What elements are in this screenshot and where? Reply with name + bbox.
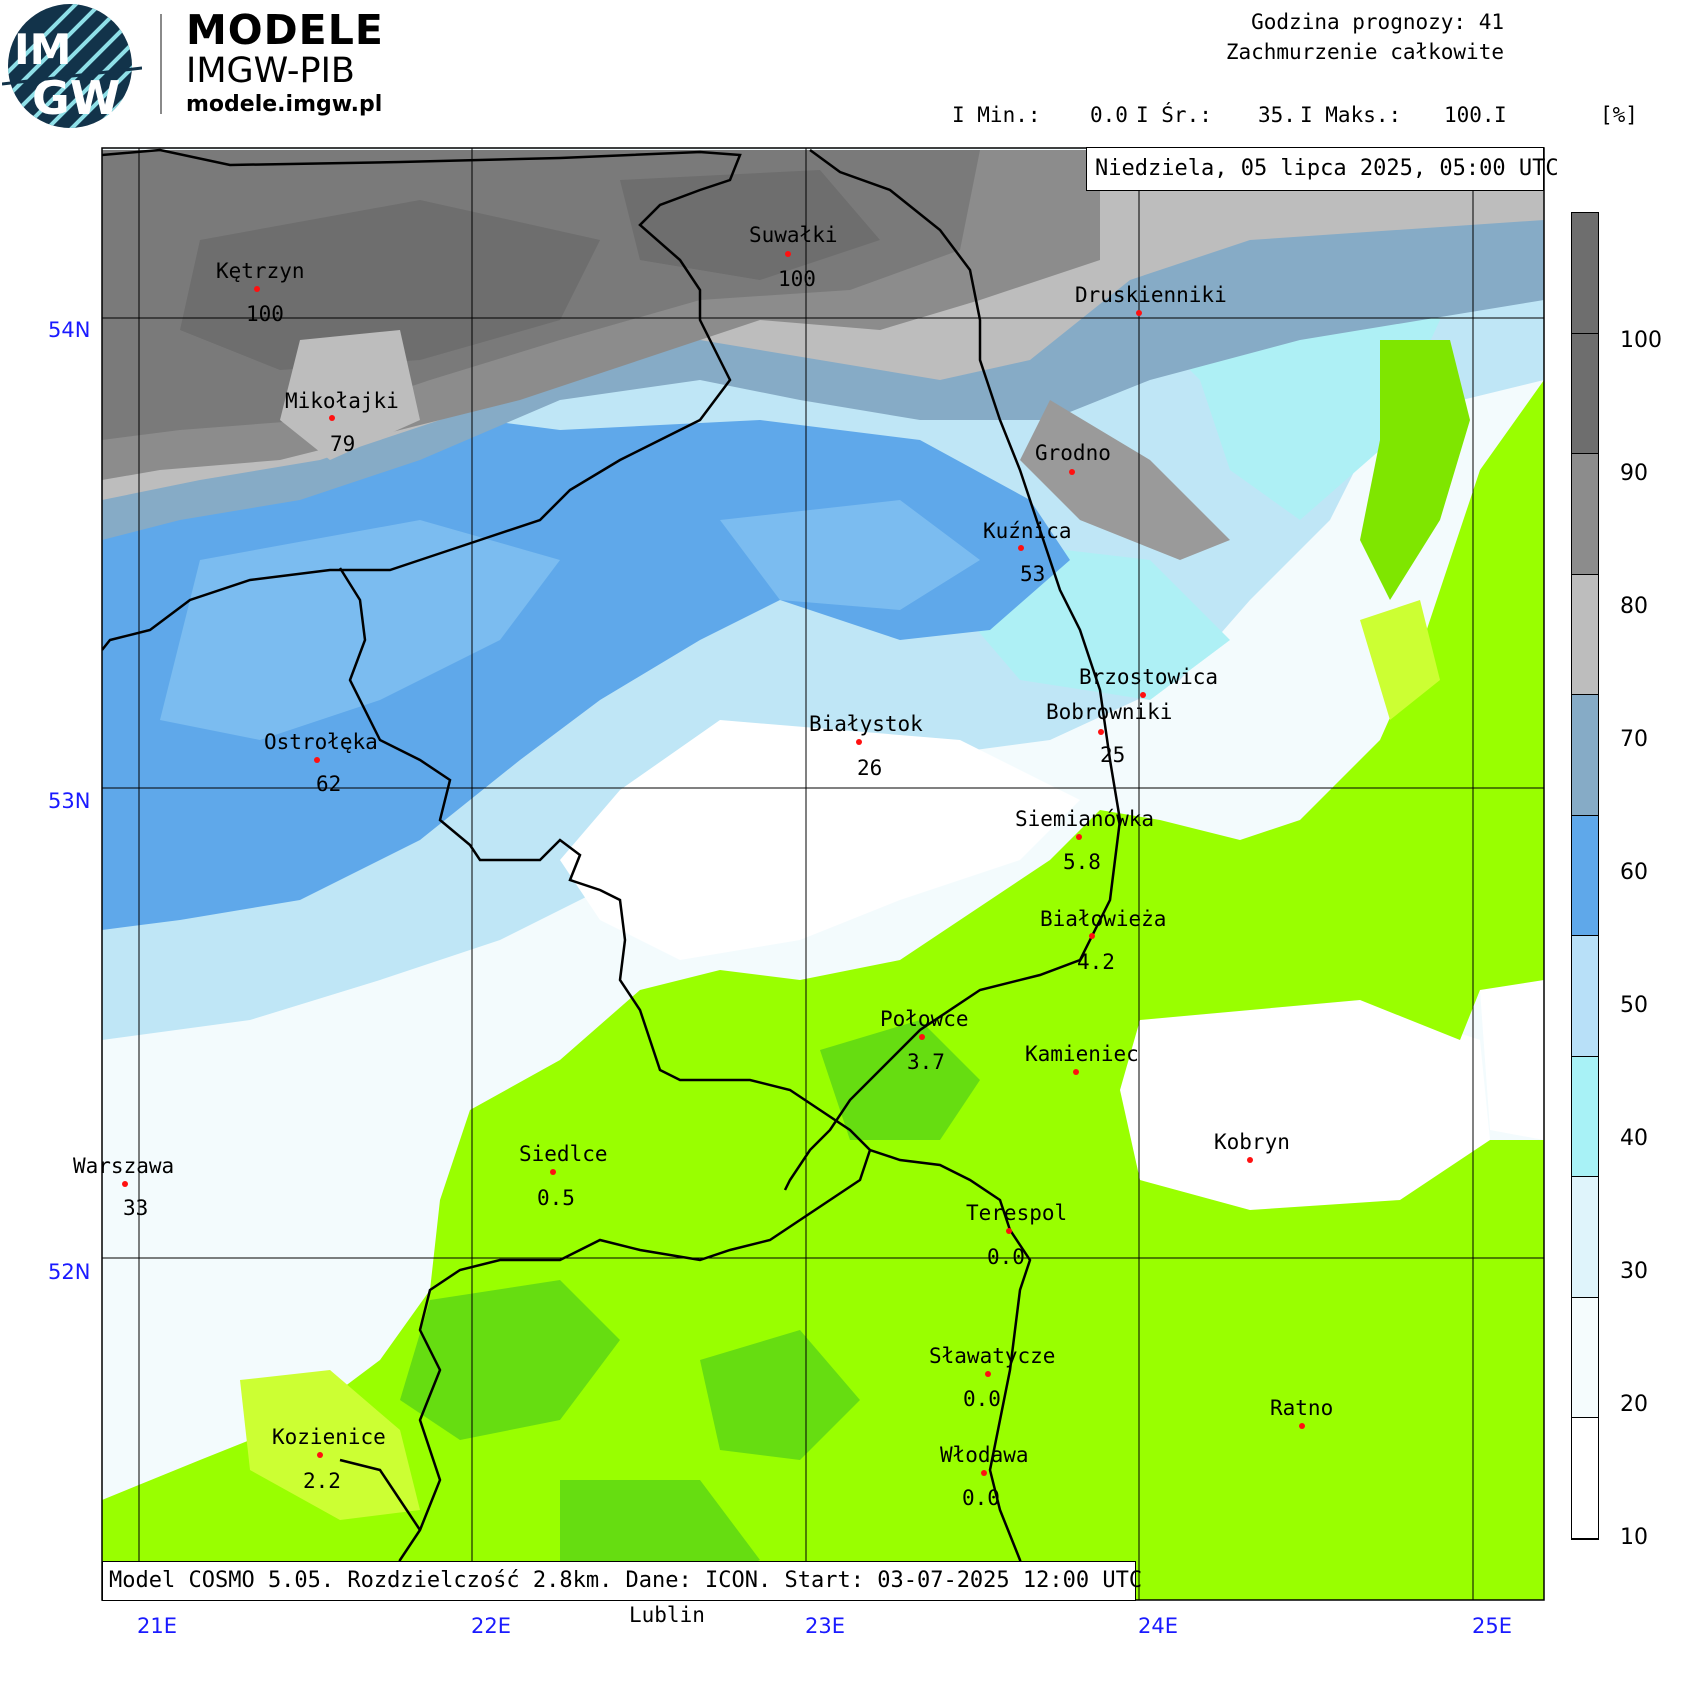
station-value: 0.0 (963, 1387, 1001, 1411)
legend-swatch (1572, 695, 1598, 816)
legend-swatch (1572, 454, 1598, 575)
graticule (102, 148, 1544, 1600)
lon-label: 24E (1138, 1614, 1178, 1638)
station-label: Mikołajki (285, 389, 399, 413)
stat-max-value: 100. (1444, 103, 1495, 127)
station-label: Terespol (966, 1201, 1068, 1225)
stat-unit: [%] (1600, 103, 1638, 127)
legend-swatch (1572, 1056, 1598, 1178)
station-label: Białowieża (1040, 907, 1167, 931)
lon-label: 21E (137, 1614, 177, 1638)
station-label: Grodno (1035, 441, 1111, 465)
station-value: 53 (1020, 562, 1046, 586)
cloud-field (102, 148, 1544, 1600)
station-value: 62 (316, 772, 342, 796)
station-label: Kozienice (272, 1425, 386, 1449)
legend-swatch (1572, 574, 1598, 696)
legend-swatch (1572, 213, 1598, 334)
legend-tick: 70 (1620, 727, 1648, 752)
state-borders (102, 148, 1122, 1600)
legend-swatch (1572, 333, 1598, 455)
legend-swatch (1572, 1177, 1598, 1298)
legend-tick: 20 (1620, 1392, 1648, 1417)
station-value: 79 (330, 432, 356, 456)
legend-tick: 50 (1620, 993, 1648, 1018)
lon-label: 25E (1472, 1614, 1512, 1638)
station-label: Połowce (880, 1007, 969, 1031)
brand-url[interactable]: modele.imgw.pl (186, 92, 383, 117)
legend-tick: 10 (1620, 1525, 1648, 1550)
station-value: 0.0 (987, 1245, 1025, 1269)
lon-label: 23E (805, 1614, 845, 1638)
imgw-logo: IM GW (2, 4, 142, 128)
lat-label: 54N (48, 318, 91, 342)
station-value: 100 (778, 267, 816, 291)
legend-swatch (1572, 1418, 1598, 1539)
station-label: Suwałki (749, 223, 838, 247)
station-label: Sławatycze (929, 1344, 1056, 1368)
legend-tick: 40 (1620, 1126, 1648, 1151)
station-label: Kuźnica (983, 519, 1072, 543)
brand-subtitle: IMGW-PIB (186, 51, 355, 91)
legend-tick: 80 (1620, 594, 1648, 619)
station-value: 5.8 (1063, 850, 1101, 874)
legend-swatch (1572, 1297, 1598, 1419)
station-label: Warszawa (73, 1154, 175, 1178)
station-value: 0.0 (962, 1486, 1000, 1510)
legend-swatch (1572, 815, 1598, 937)
stat-avg-label: I Śr.: (1136, 103, 1212, 127)
color-legend (1571, 212, 1599, 1540)
station-label: Białystok (809, 712, 923, 736)
station-value: 3.7 (907, 1050, 945, 1074)
stat-min-label: I Min.: (952, 103, 1041, 127)
legend-tick: 60 (1620, 860, 1648, 885)
station-label: Kobryn (1214, 1130, 1290, 1154)
station-label: Siemianówka (1015, 807, 1155, 831)
lat-label: 53N (48, 789, 91, 813)
stat-bar: I (1494, 103, 1507, 127)
legend-tick: 90 (1620, 461, 1648, 486)
station-value: 100 (246, 302, 284, 326)
brand-block: MODELE IMGW-PIB modele.imgw.pl (186, 8, 384, 120)
model-info: Model COSMO 5.05. Rozdzielczość 2.8km. D… (102, 1561, 1142, 1601)
station-label: Ratno (1270, 1396, 1334, 1420)
below-map-label: Lublin (629, 1603, 705, 1627)
station-value: 4.2 (1077, 950, 1115, 974)
stat-min-value: 0.0 (1090, 103, 1128, 127)
stat-max-label: I Maks.: (1300, 103, 1402, 127)
station-value: 33 (123, 1196, 149, 1220)
station-value: 26 (857, 756, 883, 780)
brand-title: MODELE (186, 6, 384, 54)
legend-tick: 100 (1620, 328, 1662, 353)
lon-label: 22E (471, 1614, 511, 1638)
logo-divider (160, 14, 162, 114)
station-value: 25 (1100, 743, 1126, 767)
station-dots (122, 251, 1305, 1476)
station-label: Kamieniec (1025, 1042, 1139, 1066)
station-label: Brzostowica (1079, 665, 1219, 689)
lat-label: 52N (48, 1260, 91, 1284)
parameter-label: Zachmurzenie całkowite (1225, 40, 1504, 64)
date-label: Niedziela, 05 lipca 2025, 05:00 UTC (1086, 147, 1559, 191)
forecast-hour-label: Godzina prognozy: 41 (1251, 10, 1504, 34)
station-value: 0.5 (537, 1186, 575, 1210)
station-label: Włodawa (940, 1443, 1029, 1467)
legend-tick: 30 (1620, 1259, 1648, 1284)
stat-avg-value: 35. (1258, 103, 1296, 127)
station-label: Druskienniki (1075, 283, 1227, 307)
station-label: Siedlce (519, 1142, 608, 1166)
station-label: Kętrzyn (216, 259, 305, 283)
legend-swatch (1572, 936, 1598, 1057)
station-label: Bobrowniki (1046, 700, 1173, 724)
logo-text-top: IM (14, 25, 71, 74)
station-label: Ostrołęka (264, 730, 378, 754)
station-value: 2.2 (303, 1469, 341, 1493)
